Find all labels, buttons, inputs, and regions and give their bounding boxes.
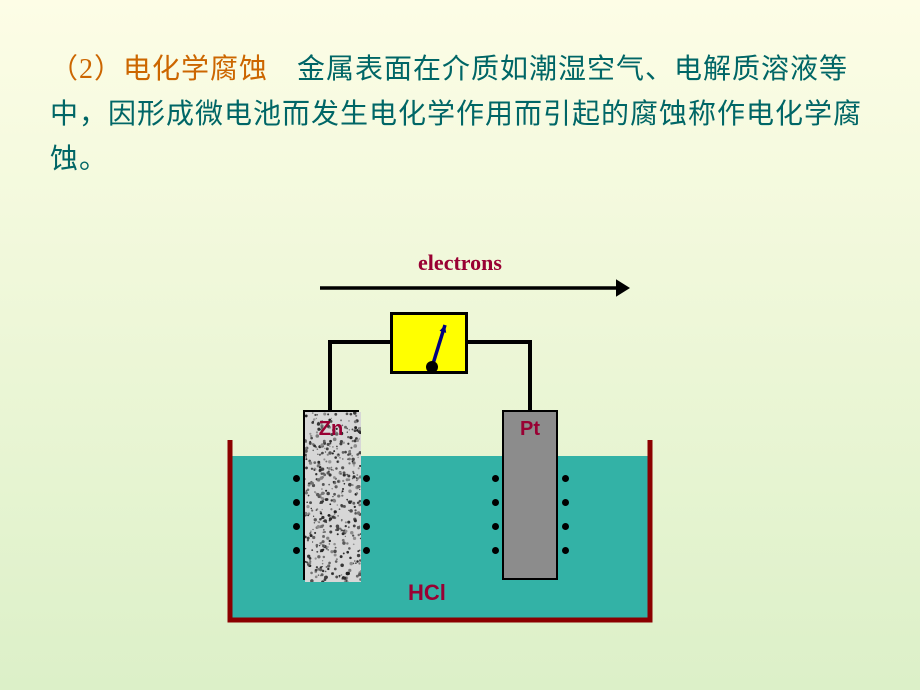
paragraph-prefix: （2）电化学腐蚀 bbox=[50, 54, 268, 85]
bubble bbox=[562, 523, 569, 530]
ammeter-needle bbox=[393, 315, 471, 377]
bubble bbox=[492, 523, 499, 530]
bubble bbox=[492, 499, 499, 506]
bubble bbox=[363, 523, 370, 530]
paragraph: （2）电化学腐蚀 金属表面在介质如潮湿空气、电解质溶液等中，因形成微电池而发生电… bbox=[50, 48, 870, 182]
bubble bbox=[363, 475, 370, 482]
ammeter bbox=[390, 312, 468, 374]
bubble bbox=[293, 499, 300, 506]
bubble bbox=[363, 547, 370, 554]
pt-electrode-label: Pt bbox=[502, 418, 558, 441]
electrochemical-cell-diagram: electronsZnPtHCl bbox=[230, 260, 690, 640]
bubble bbox=[562, 475, 569, 482]
bubble bbox=[363, 499, 370, 506]
bubble bbox=[492, 475, 499, 482]
bubble bbox=[562, 547, 569, 554]
bubble bbox=[293, 547, 300, 554]
bubble bbox=[492, 547, 499, 554]
bubble bbox=[562, 499, 569, 506]
solution-label: HCl bbox=[408, 580, 446, 606]
bubble bbox=[293, 523, 300, 530]
bubble bbox=[293, 475, 300, 482]
slide-root: （2）电化学腐蚀 金属表面在介质如潮湿空气、电解质溶液等中，因形成微电池而发生电… bbox=[0, 0, 920, 690]
zn-electrode-label: Zn bbox=[303, 418, 359, 441]
